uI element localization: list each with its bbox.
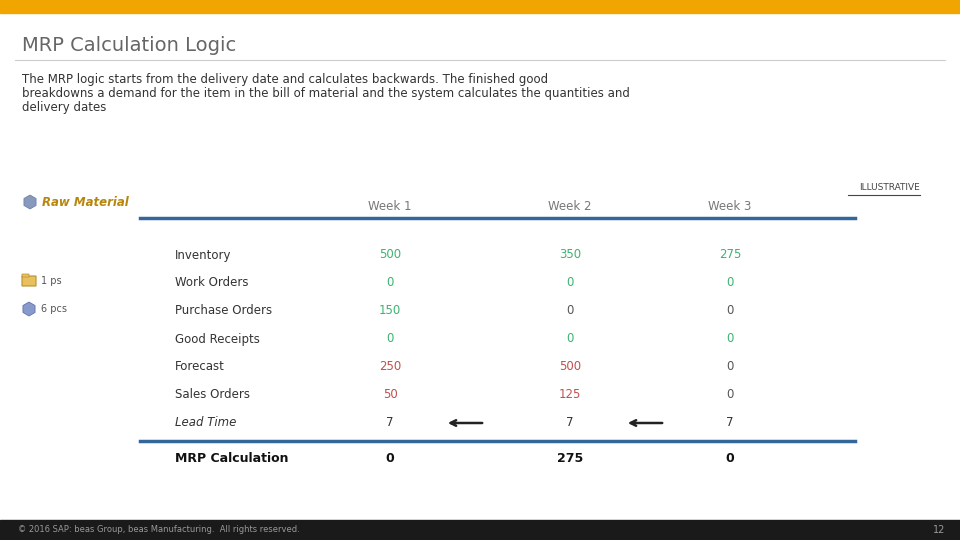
Text: 0: 0 <box>727 388 733 402</box>
Text: 7: 7 <box>386 416 394 429</box>
Text: 12: 12 <box>932 525 945 535</box>
Text: 0: 0 <box>566 305 574 318</box>
Text: ILLUSTRATIVE: ILLUSTRATIVE <box>859 183 920 192</box>
Text: 250: 250 <box>379 361 401 374</box>
Text: Lead Time: Lead Time <box>175 416 236 429</box>
FancyBboxPatch shape <box>22 276 36 286</box>
Text: 500: 500 <box>559 361 581 374</box>
Text: Inventory: Inventory <box>175 248 231 261</box>
Text: © 2016 SAP: beas Group, beas Manufacturing.  All rights reserved.: © 2016 SAP: beas Group, beas Manufacturi… <box>18 525 300 535</box>
Text: MRP Calculation: MRP Calculation <box>175 453 289 465</box>
Text: 0: 0 <box>727 305 733 318</box>
Text: Raw Material: Raw Material <box>42 195 129 208</box>
Text: Forecast: Forecast <box>175 361 225 374</box>
Text: Purchase Orders: Purchase Orders <box>175 305 272 318</box>
Text: The MRP logic starts from the delivery date and calculates backwards. The finish: The MRP logic starts from the delivery d… <box>22 73 548 86</box>
Text: 0: 0 <box>727 276 733 289</box>
Text: 150: 150 <box>379 305 401 318</box>
Text: 0: 0 <box>727 361 733 374</box>
Text: 0: 0 <box>386 276 394 289</box>
Text: MRP Calculation Logic: MRP Calculation Logic <box>22 36 236 55</box>
Text: 6 pcs: 6 pcs <box>41 304 67 314</box>
Text: Week 3: Week 3 <box>708 200 752 213</box>
Bar <box>0 520 960 540</box>
Text: 0: 0 <box>386 333 394 346</box>
Bar <box>0 0 960 13</box>
Text: 0: 0 <box>386 453 395 465</box>
Text: 1 ps: 1 ps <box>41 276 61 286</box>
Text: 275: 275 <box>557 453 583 465</box>
Text: 7: 7 <box>727 416 733 429</box>
Text: Good Receipts: Good Receipts <box>175 333 260 346</box>
Text: 0: 0 <box>566 276 574 289</box>
Text: Week 2: Week 2 <box>548 200 591 213</box>
Text: 7: 7 <box>566 416 574 429</box>
Text: 0: 0 <box>566 333 574 346</box>
Text: 275: 275 <box>719 248 741 261</box>
Text: 350: 350 <box>559 248 581 261</box>
Text: 500: 500 <box>379 248 401 261</box>
Text: 125: 125 <box>559 388 581 402</box>
Text: 0: 0 <box>726 453 734 465</box>
FancyBboxPatch shape <box>22 274 29 277</box>
Text: 0: 0 <box>727 333 733 346</box>
Text: 50: 50 <box>383 388 397 402</box>
Text: Sales Orders: Sales Orders <box>175 388 250 402</box>
Text: delivery dates: delivery dates <box>22 101 107 114</box>
Text: breakdowns a demand for the item in the bill of material and the system calculat: breakdowns a demand for the item in the … <box>22 87 630 100</box>
Text: Work Orders: Work Orders <box>175 276 249 289</box>
Text: Week 1: Week 1 <box>369 200 412 213</box>
